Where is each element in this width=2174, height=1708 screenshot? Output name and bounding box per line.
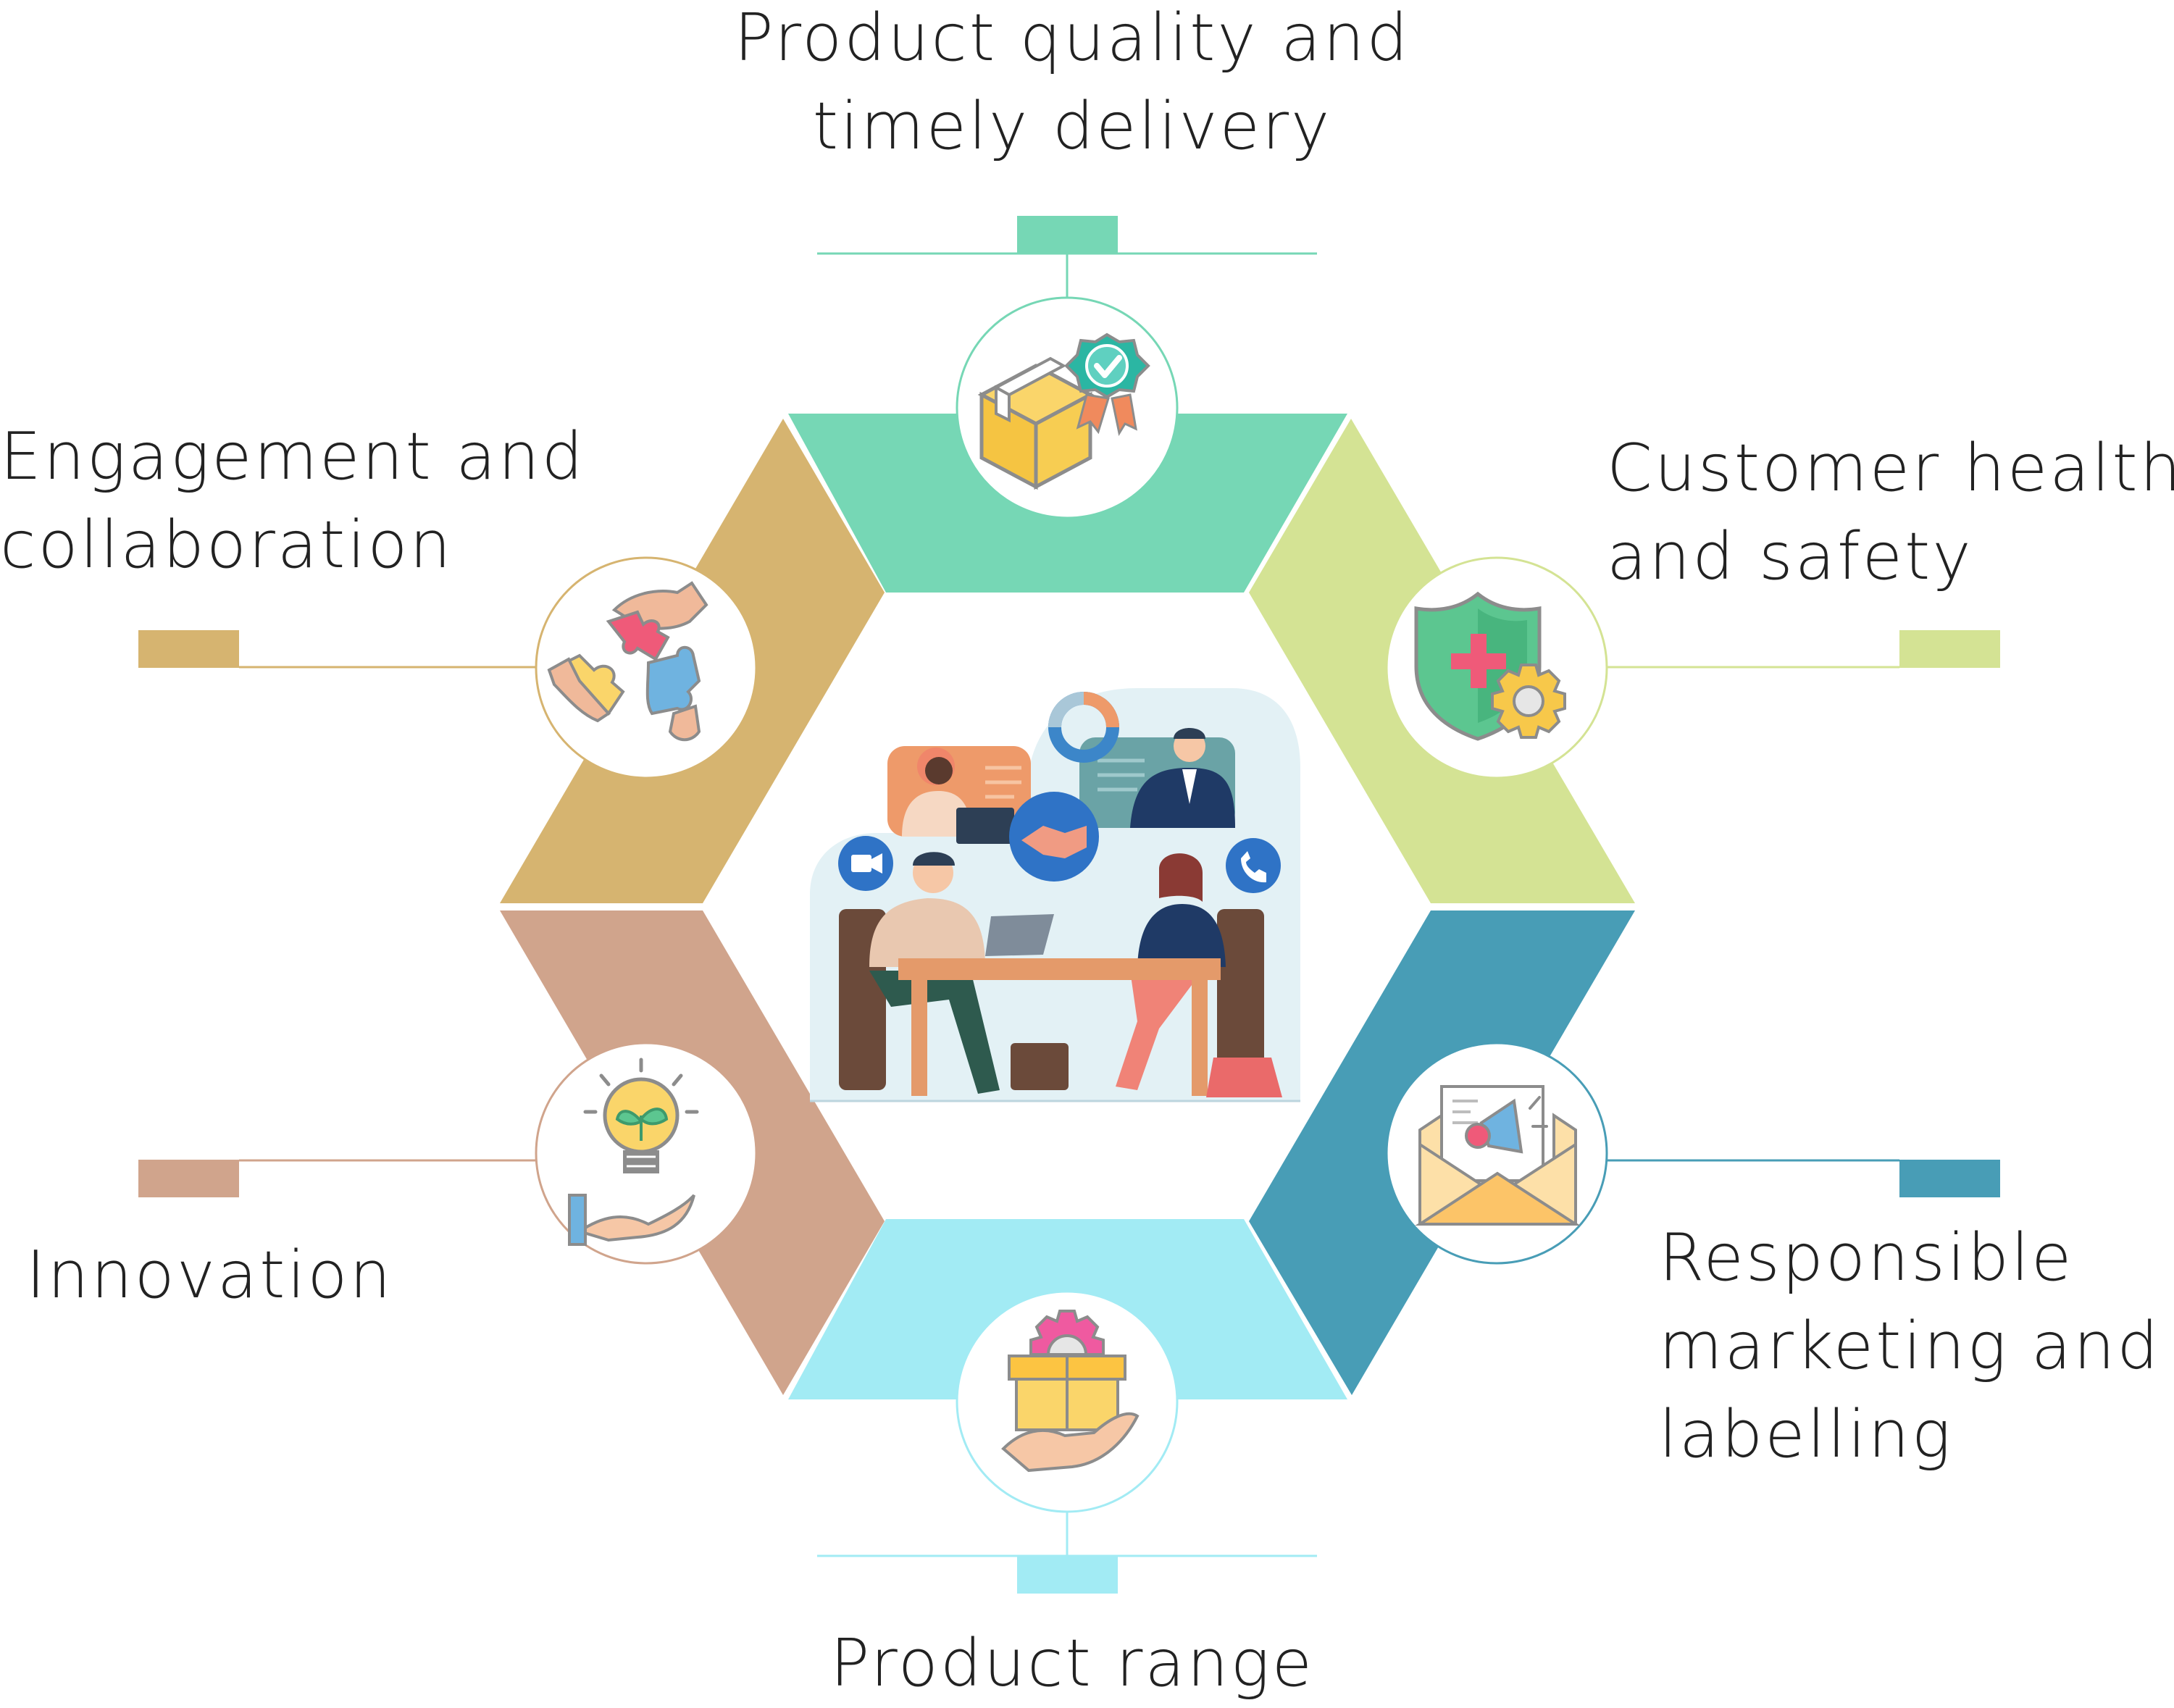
bulb-hand-icon xyxy=(568,1058,699,1246)
shield-gear-icon xyxy=(1414,591,1566,741)
label-lower-right-line-3: labelling xyxy=(1659,1397,1953,1473)
label-upper-right-line-2: and safety xyxy=(1607,519,1973,595)
label-upper-right-line-1: Customer health xyxy=(1607,430,2174,506)
label-lower-left: Innovation xyxy=(26,1231,393,1320)
label-top-line-1: Product quality and xyxy=(734,0,1410,76)
connector-lower-left xyxy=(138,1159,538,1197)
connector-upper-left xyxy=(138,630,538,669)
icon-circle-upper-left xyxy=(535,556,758,779)
icon-circle-top xyxy=(956,296,1179,519)
icon-circle-upper-right xyxy=(1385,556,1608,779)
envelope-megaphone-icon xyxy=(1415,1085,1581,1226)
box-hand-icon xyxy=(1001,1310,1140,1473)
label-upper-right: Customer health and safety xyxy=(1607,424,2174,601)
label-top: Product quality and timely delivery xyxy=(724,0,1420,171)
label-top-line-2: timely delivery xyxy=(812,88,1332,164)
label-lower-right: Responsible marketing and labelling xyxy=(1659,1214,2160,1479)
label-upper-left: Engagement and collaboration xyxy=(0,413,585,590)
icon-circle-lower-right xyxy=(1385,1042,1608,1265)
connector-lower-right xyxy=(1604,1159,2000,1197)
label-lower-right-line-1: Responsible xyxy=(1659,1220,2074,1296)
box-badge-icon xyxy=(977,332,1150,490)
team-meeting-illustration xyxy=(810,688,1300,1102)
icon-circle-bottom xyxy=(956,1290,1179,1513)
label-bottom: Product range xyxy=(724,1620,1420,1708)
label-upper-left-line-2: collaboration xyxy=(0,507,453,583)
label-lower-right-line-2: marketing and xyxy=(1659,1308,2161,1384)
icon-circle-lower-left xyxy=(535,1042,758,1265)
puzzle-hands-icon xyxy=(547,581,708,742)
label-upper-left-line-1: Engagement and xyxy=(0,419,585,495)
label-lower-left-line-1: Innovation xyxy=(26,1237,393,1313)
connector-top xyxy=(817,216,1317,298)
connector-upper-right xyxy=(1604,630,2000,669)
label-bottom-line-1: Product range xyxy=(830,1625,1314,1701)
connector-bottom xyxy=(817,1510,1317,1594)
